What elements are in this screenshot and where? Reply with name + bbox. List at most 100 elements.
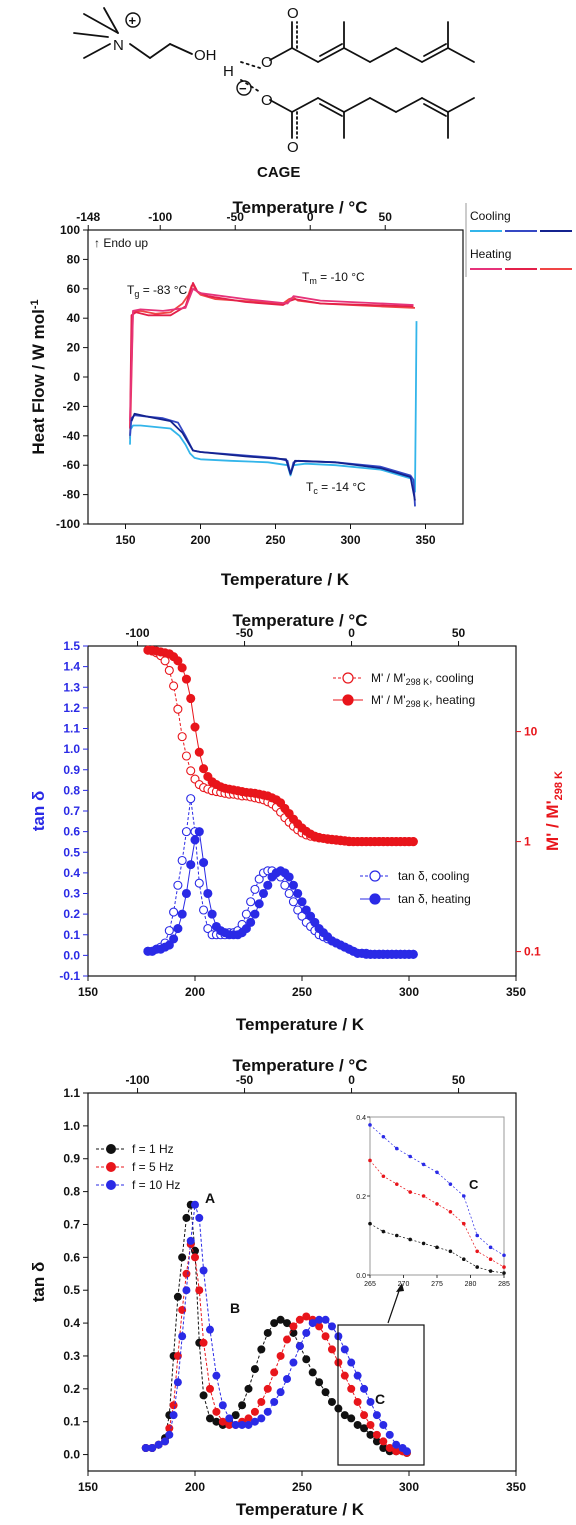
dma-y-tick-label: -0.1	[59, 969, 80, 983]
freq-y-tick-label: 0.4	[63, 1316, 80, 1330]
freq-x2-axis-label: Temperature / °C	[233, 1056, 368, 1075]
freq-data-point	[308, 1368, 317, 1377]
inset-data-point	[488, 1257, 493, 1261]
inset-series-line	[369, 1124, 505, 1256]
freq-data-point	[238, 1401, 247, 1410]
dsc-curve	[129, 287, 414, 422]
freq-data-point	[321, 1332, 330, 1341]
dma-data-point	[241, 924, 251, 934]
freq-legend-label: f = 5 Hz	[132, 1160, 174, 1174]
dma-data-point	[173, 704, 183, 714]
dma-y-tick-label: 0.6	[63, 825, 80, 839]
dsc-y-axis-label: Heat Flow / W mol-1	[29, 299, 48, 454]
freq-data-point	[360, 1424, 369, 1433]
inset-data-point	[368, 1158, 372, 1163]
freq-data-point	[327, 1345, 336, 1354]
freq-data-point	[347, 1414, 356, 1423]
dma-data-point	[194, 878, 204, 888]
dma-legend-label: tan δ, heating	[398, 892, 471, 906]
dsc-plot-frame	[87, 229, 464, 525]
dma-data-point	[177, 732, 187, 742]
inset-data-point	[448, 1249, 453, 1254]
freq-data-point	[283, 1374, 292, 1383]
inset-data-point	[381, 1174, 386, 1179]
freq-data-point	[302, 1312, 311, 1321]
freq-legend-marker	[106, 1162, 116, 1172]
freq-data-point	[186, 1236, 195, 1245]
mol-name: CAGE	[257, 164, 300, 181]
dma-data-point	[301, 905, 311, 915]
freq-x-ticks: 150 200 250 300 350	[78, 1471, 526, 1494]
dma-data-point	[173, 656, 183, 666]
freq-data-point	[199, 1266, 208, 1275]
dsc-endo-up-annotation: ↑ Endo up	[94, 236, 148, 250]
dma-data-point	[254, 874, 264, 884]
freq-data-point	[366, 1430, 375, 1439]
dsc-y-tick-label: 60	[67, 282, 81, 296]
mol-plus-sign: +	[129, 13, 137, 28]
freq-legend-marker	[106, 1180, 116, 1190]
inset-data-point	[368, 1221, 372, 1226]
dma-series	[143, 645, 418, 959]
dma-data-point	[194, 747, 204, 757]
dma-y-tick-label: 1.0	[63, 742, 80, 756]
dma-data-point	[288, 897, 298, 907]
freq-data-point	[372, 1437, 381, 1446]
freq-data-point	[244, 1384, 253, 1393]
dma-x-tick-label: 350	[506, 985, 526, 999]
inset-y-tick-label: 0.0	[356, 1273, 366, 1280]
freq-data-point	[270, 1319, 279, 1328]
legend-cooling-label: Cooling	[470, 209, 511, 223]
inset-data-point	[462, 1257, 466, 1261]
inset-arrow-head-icon	[396, 1283, 404, 1292]
dma-data-point	[199, 905, 209, 915]
mol-h-atom: H	[223, 63, 234, 80]
freq-data-point	[218, 1401, 227, 1410]
dsc-curves	[129, 282, 418, 507]
freq-data-point	[225, 1420, 234, 1429]
dma-data-point	[181, 674, 191, 684]
dma-y-tick-label: 0.2	[63, 907, 80, 921]
dma-data-point	[408, 949, 418, 959]
dma-right-y-ticks: 0.1 1 10	[516, 725, 541, 959]
freq-x2-tick-label: 0	[348, 1073, 355, 1087]
dma-y-tick-label: 1.2	[63, 701, 80, 715]
dma-data-point	[258, 888, 269, 899]
freq-data-point	[205, 1384, 214, 1393]
freq-data-point	[238, 1420, 247, 1429]
freq-data-point	[178, 1253, 187, 1262]
dma-x2-tick-label: -50	[236, 626, 254, 640]
dsc-y-tick-label: 100	[60, 223, 80, 237]
dma-data-point	[293, 905, 303, 915]
freq-data-point	[212, 1417, 221, 1426]
dsc-legend: Cooling Heating	[465, 203, 572, 277]
freq-data-point	[231, 1411, 240, 1420]
mol-o-bottom: O	[287, 139, 299, 156]
mol-minus-sign: −	[239, 81, 247, 96]
freq-data-point	[231, 1420, 240, 1429]
dma-legend-label: M' / M'298 K, cooling	[371, 671, 474, 687]
dma-data-point	[284, 872, 294, 882]
inset-data-point	[462, 1194, 466, 1198]
inset-data-point	[488, 1245, 493, 1250]
freq-x-tick-label: 350	[506, 1480, 526, 1494]
dma-x-tick-label: 150	[78, 985, 98, 999]
freq-x-tick-label: 250	[292, 1480, 312, 1494]
freq-data-point	[173, 1378, 182, 1387]
freq-data-point	[250, 1407, 259, 1416]
freq-y-tick-label: 1.1	[63, 1086, 80, 1100]
freq-x-tick-label: 150	[78, 1480, 98, 1494]
dsc-x-ticks: 150 200 250 300 350	[115, 524, 436, 547]
dma-y-tick-label: 1.4	[63, 660, 80, 674]
dsc-curve	[129, 414, 416, 507]
freq-data-point	[366, 1420, 375, 1429]
freq-data-point	[195, 1213, 204, 1222]
dma-x2-tick-label: 0	[348, 626, 355, 640]
minus-charge-icon	[236, 80, 252, 96]
dma-data-point	[199, 764, 209, 774]
freq-data-point	[169, 1401, 178, 1410]
inset-data-point	[368, 1123, 372, 1127]
inset-x-tick-label: 275	[431, 1281, 443, 1288]
dma-data-point	[169, 681, 179, 691]
freq-data-point	[289, 1358, 298, 1367]
